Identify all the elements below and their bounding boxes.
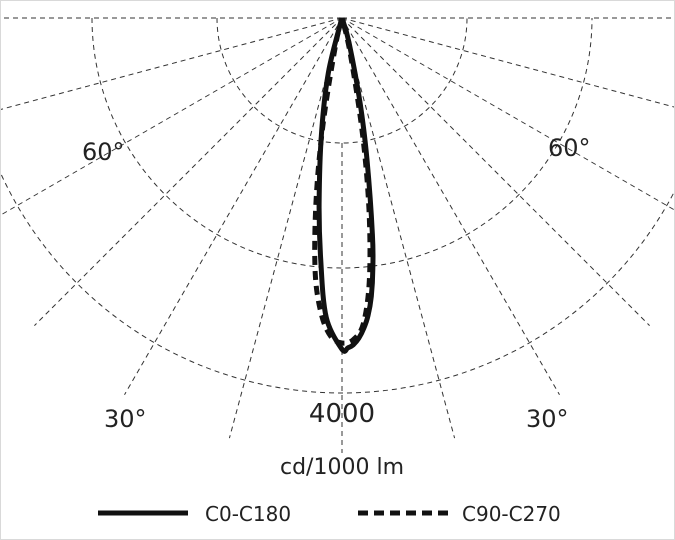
- grid-spoke-30: [341, 17, 560, 395]
- grid-ring-3: [1, 172, 674, 394]
- polar-grid: [1, 17, 674, 453]
- angle-label-left-lower: 30°: [104, 405, 147, 433]
- angle-label-right-upper: 60°: [548, 134, 591, 162]
- grid-spoke-45: [341, 17, 650, 326]
- unit-label: cd/1000 lm: [280, 455, 404, 480]
- grid-ring-1: [216, 17, 468, 144]
- angle-label-left-upper: 60°: [82, 138, 125, 166]
- grid-spoke-m60: [1, 17, 343, 216]
- grid-spoke-m30: [124, 17, 343, 395]
- grid-spoke-15: [341, 17, 456, 439]
- angle-label-right-lower: 30°: [526, 405, 569, 433]
- legend-label-c90-c270: C90-C270: [462, 502, 561, 526]
- legend-label-c0-c180: C0-C180: [205, 502, 291, 526]
- grid-spoke-m75: [1, 17, 343, 110]
- legend: C0-C180 C90-C270: [98, 502, 561, 526]
- grid-spoke-m45: [34, 17, 343, 326]
- grid-spoke-m15: [228, 17, 343, 439]
- grid-spoke-75: [341, 17, 674, 108]
- angle-labels: 60° 60° 30° 30°: [82, 134, 591, 433]
- ring-value-label: 4000: [309, 399, 375, 429]
- intensity-curves: [312, 17, 376, 354]
- series-curve-c90-c270: [312, 17, 373, 346]
- grid-spoke-60: [341, 17, 674, 211]
